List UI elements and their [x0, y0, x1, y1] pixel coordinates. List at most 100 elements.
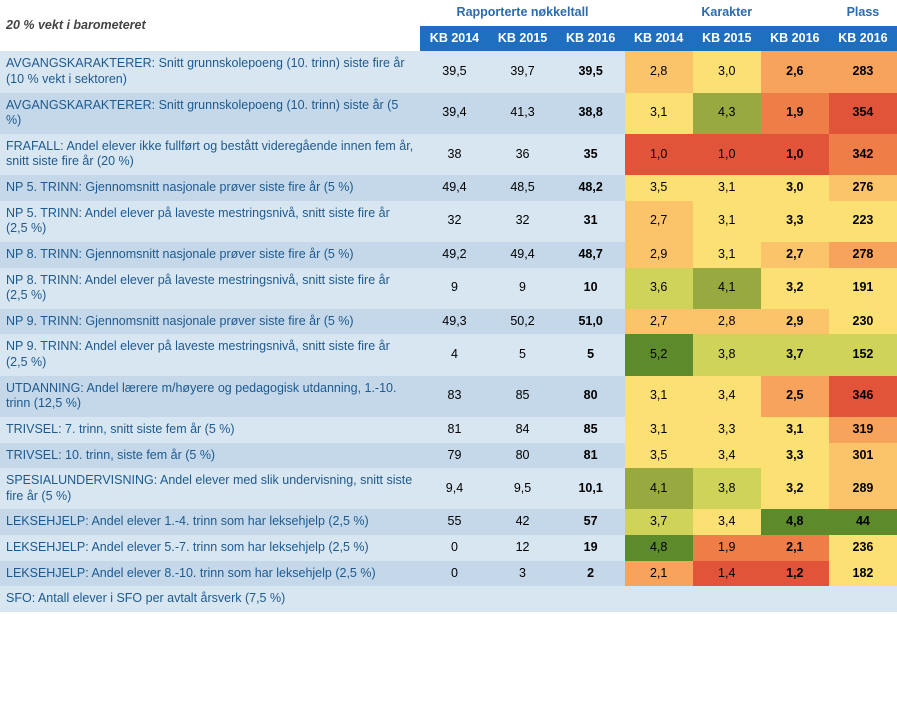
- table-row: AVGANGSKARAKTERER: Snitt grunnskolepoeng…: [0, 51, 897, 92]
- karakter-cell: 3,1: [693, 242, 761, 268]
- rapporterte-cell: 9: [489, 268, 557, 309]
- karakter-cell: 2,8: [693, 309, 761, 335]
- plass-cell: 230: [829, 309, 897, 335]
- rapporterte-cell: 9,4: [420, 468, 488, 509]
- rapporterte-cell: 42: [489, 509, 557, 535]
- rapporterte-cell: 10: [557, 268, 625, 309]
- rapporterte-cell: 81: [420, 417, 488, 443]
- rapporterte-cell: 32: [420, 201, 488, 242]
- rapporterte-cell: 84: [489, 417, 557, 443]
- rapporterte-cell: 31: [557, 201, 625, 242]
- rapporterte-cell: 79: [420, 443, 488, 469]
- col-kb2014-k: KB 2014: [625, 26, 693, 52]
- table-row: TRIVSEL: 10. trinn, siste fem år (5 %)79…: [0, 443, 897, 469]
- karakter-cell: 3,4: [693, 509, 761, 535]
- karakter-cell: 1,0: [761, 134, 829, 175]
- rapporterte-cell: 9,5: [489, 468, 557, 509]
- rapporterte-cell: 12: [489, 535, 557, 561]
- karakter-cell: 4,1: [693, 268, 761, 309]
- rapporterte-cell: 5: [557, 334, 625, 375]
- rapporterte-cell: 49,4: [420, 175, 488, 201]
- karakter-cell: 3,7: [761, 334, 829, 375]
- rapporterte-cell: 39,5: [420, 51, 488, 92]
- karakter-cell: 2,1: [761, 535, 829, 561]
- rapporterte-cell: 48,7: [557, 242, 625, 268]
- karakter-cell: 3,3: [693, 417, 761, 443]
- row-label: LEKSEHJELP: Andel elever 1.-4. trinn som…: [0, 509, 420, 535]
- karakter-cell: [693, 586, 761, 612]
- karakter-cell: 4,8: [761, 509, 829, 535]
- rapporterte-cell: 39,7: [489, 51, 557, 92]
- karakter-cell: 3,4: [693, 443, 761, 469]
- table-row: NP 5. TRINN: Andel elever på laveste mes…: [0, 201, 897, 242]
- karakter-cell: 3,1: [625, 417, 693, 443]
- corner-label: 20 % vekt i barometeret: [0, 0, 420, 51]
- karakter-cell: 3,1: [625, 93, 693, 134]
- rapporterte-cell: 9: [420, 268, 488, 309]
- rapporterte-cell: 0: [420, 561, 488, 587]
- karakter-cell: 2,9: [625, 242, 693, 268]
- karakter-cell: 4,3: [693, 93, 761, 134]
- rapporterte-cell: 49,2: [420, 242, 488, 268]
- table-row: LEKSEHJELP: Andel elever 5.-7. trinn som…: [0, 535, 897, 561]
- row-label: NP 9. TRINN: Gjennomsnitt nasjonale prøv…: [0, 309, 420, 335]
- table-row: LEKSEHJELP: Andel elever 1.-4. trinn som…: [0, 509, 897, 535]
- rapporterte-cell: 39,5: [557, 51, 625, 92]
- table-row: NP 8. TRINN: Gjennomsnitt nasjonale prøv…: [0, 242, 897, 268]
- rapporterte-cell: 32: [489, 201, 557, 242]
- col-kb2016-r: KB 2016: [557, 26, 625, 52]
- karakter-cell: [625, 586, 693, 612]
- karakter-cell: 1,9: [761, 93, 829, 134]
- row-label: SFO: Antall elever i SFO per avtalt årsv…: [0, 586, 420, 612]
- karakter-cell: 4,1: [625, 468, 693, 509]
- row-label: NP 5. TRINN: Andel elever på laveste mes…: [0, 201, 420, 242]
- rapporterte-cell: 57: [557, 509, 625, 535]
- rapporterte-cell: 39,4: [420, 93, 488, 134]
- karakter-cell: 2,5: [761, 376, 829, 417]
- rapporterte-cell: 4: [420, 334, 488, 375]
- karakter-cell: 3,8: [693, 468, 761, 509]
- rapporterte-cell: 85: [557, 417, 625, 443]
- rapporterte-cell: 80: [557, 376, 625, 417]
- karakter-cell: 2,6: [761, 51, 829, 92]
- rapporterte-cell: 55: [420, 509, 488, 535]
- row-label: TRIVSEL: 10. trinn, siste fem år (5 %): [0, 443, 420, 469]
- karakter-cell: 3,6: [625, 268, 693, 309]
- table-row: SFO: Antall elever i SFO per avtalt årsv…: [0, 586, 897, 612]
- rapporterte-cell: [489, 586, 557, 612]
- rapporterte-cell: 38,8: [557, 93, 625, 134]
- table-row: FRAFALL: Andel elever ikke fullført og b…: [0, 134, 897, 175]
- table-row: AVGANGSKARAKTERER: Snitt grunnskolepoeng…: [0, 93, 897, 134]
- rapporterte-cell: 10,1: [557, 468, 625, 509]
- rapporterte-cell: [420, 586, 488, 612]
- table-row: NP 9. TRINN: Gjennomsnitt nasjonale prøv…: [0, 309, 897, 335]
- rapporterte-cell: 35: [557, 134, 625, 175]
- table-row: NP 8. TRINN: Andel elever på laveste mes…: [0, 268, 897, 309]
- row-label: AVGANGSKARAKTERER: Snitt grunnskolepoeng…: [0, 51, 420, 92]
- row-label: NP 8. TRINN: Gjennomsnitt nasjonale prøv…: [0, 242, 420, 268]
- karakter-cell: 2,8: [625, 51, 693, 92]
- karakter-cell: 1,0: [625, 134, 693, 175]
- plass-cell: 44: [829, 509, 897, 535]
- group-rapporterte: Rapporterte nøkkeltall: [420, 0, 624, 26]
- rapporterte-cell: [557, 586, 625, 612]
- rapporterte-cell: 50,2: [489, 309, 557, 335]
- karakter-cell: 1,0: [693, 134, 761, 175]
- row-label: SPESIALUNDERVISNING: Andel elever med sl…: [0, 468, 420, 509]
- rapporterte-cell: 81: [557, 443, 625, 469]
- karakter-cell: 4,8: [625, 535, 693, 561]
- plass-cell: 182: [829, 561, 897, 587]
- row-label: NP 8. TRINN: Andel elever på laveste mes…: [0, 268, 420, 309]
- plass-cell: 346: [829, 376, 897, 417]
- col-kb2014-r: KB 2014: [420, 26, 488, 52]
- rapporterte-cell: 80: [489, 443, 557, 469]
- rapporterte-cell: 49,3: [420, 309, 488, 335]
- row-label: UTDANNING: Andel lærere m/høyere og peda…: [0, 376, 420, 417]
- rapporterte-cell: 19: [557, 535, 625, 561]
- col-kb2015-k: KB 2015: [693, 26, 761, 52]
- rapporterte-cell: 41,3: [489, 93, 557, 134]
- rapporterte-cell: 49,4: [489, 242, 557, 268]
- group-header-row: 20 % vekt i barometeret Rapporterte nøkk…: [0, 0, 897, 26]
- karakter-cell: 2,9: [761, 309, 829, 335]
- row-label: LEKSEHJELP: Andel elever 5.-7. trinn som…: [0, 535, 420, 561]
